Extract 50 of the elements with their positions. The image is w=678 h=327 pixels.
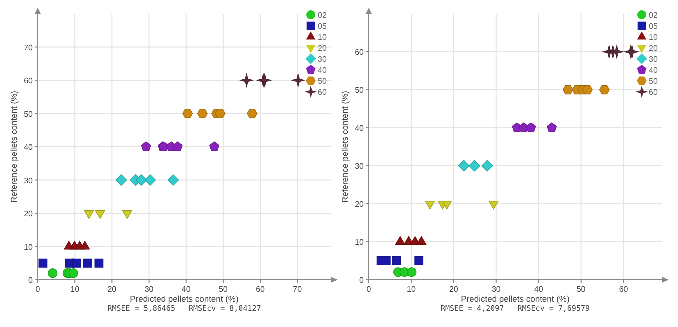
- legend-label: 10: [649, 33, 658, 42]
- legend-label: 60: [649, 88, 658, 97]
- y-tick-label: 20: [24, 210, 34, 218]
- legend-label: 20: [318, 44, 328, 53]
- legend-label: 40: [318, 66, 328, 75]
- x-tick-label: 40: [182, 285, 192, 294]
- y-tick-label: 40: [24, 143, 34, 152]
- legend-label: 40: [649, 66, 658, 75]
- x-tick-label: 40: [534, 285, 544, 294]
- y-tick-label: 60: [355, 48, 365, 57]
- y-tick-label: 70: [24, 43, 34, 52]
- legend-label: 10: [318, 33, 328, 42]
- x-tick-label: 10: [407, 285, 416, 294]
- legend-label: 20: [649, 44, 658, 53]
- y-tick-label: 50: [355, 86, 365, 95]
- y-axis-title: Reference pellets content (%): [9, 90, 19, 203]
- legend-label: 60: [318, 88, 328, 97]
- y-tick-label: 0: [360, 276, 365, 285]
- legend-label: 02: [649, 11, 658, 20]
- x-tick-label: 20: [449, 285, 459, 294]
- y-tick-label: 10: [24, 242, 34, 252]
- x-tick-label: 70: [293, 285, 303, 294]
- x-tick-label: 60: [256, 285, 266, 294]
- y-tick-label: 30: [355, 162, 365, 171]
- y-tick-label: 40: [355, 124, 365, 133]
- x-tick-label: 50: [576, 285, 586, 294]
- y-axis-title: Reference pellets content (%): [340, 90, 350, 203]
- x-tick-label: 30: [144, 285, 154, 294]
- x-axis-title: Predicted pellets content (%): [461, 294, 570, 304]
- y-tick-label: 0: [28, 276, 34, 285]
- x-tick-label: 30: [492, 285, 502, 294]
- legend-label: 05: [649, 22, 658, 31]
- legend-label: 30: [318, 55, 328, 64]
- y-tick-label: 20: [355, 200, 365, 209]
- x-tick-label: 60: [619, 285, 629, 294]
- x-tick-label: 20: [108, 285, 118, 294]
- y-tick-label: 10: [355, 238, 365, 247]
- y-tick-label: 60: [24, 76, 34, 86]
- x-tick-label: 10: [70, 285, 80, 294]
- legend-label: 50: [318, 77, 328, 86]
- y-tick-label: 30: [24, 176, 34, 186]
- legend-label: 30: [649, 55, 658, 64]
- legend-label: 50: [649, 77, 658, 86]
- x-tick-label: 0: [36, 285, 41, 294]
- y-tick-label: 50: [24, 110, 34, 119]
- x-tick-label: 50: [218, 285, 228, 294]
- legend-label: 02: [318, 11, 328, 20]
- x-axis-title: Predicted pellets content (%): [130, 294, 239, 304]
- legend-label: 05: [318, 22, 328, 31]
- x-tick-label: 0: [366, 285, 372, 294]
